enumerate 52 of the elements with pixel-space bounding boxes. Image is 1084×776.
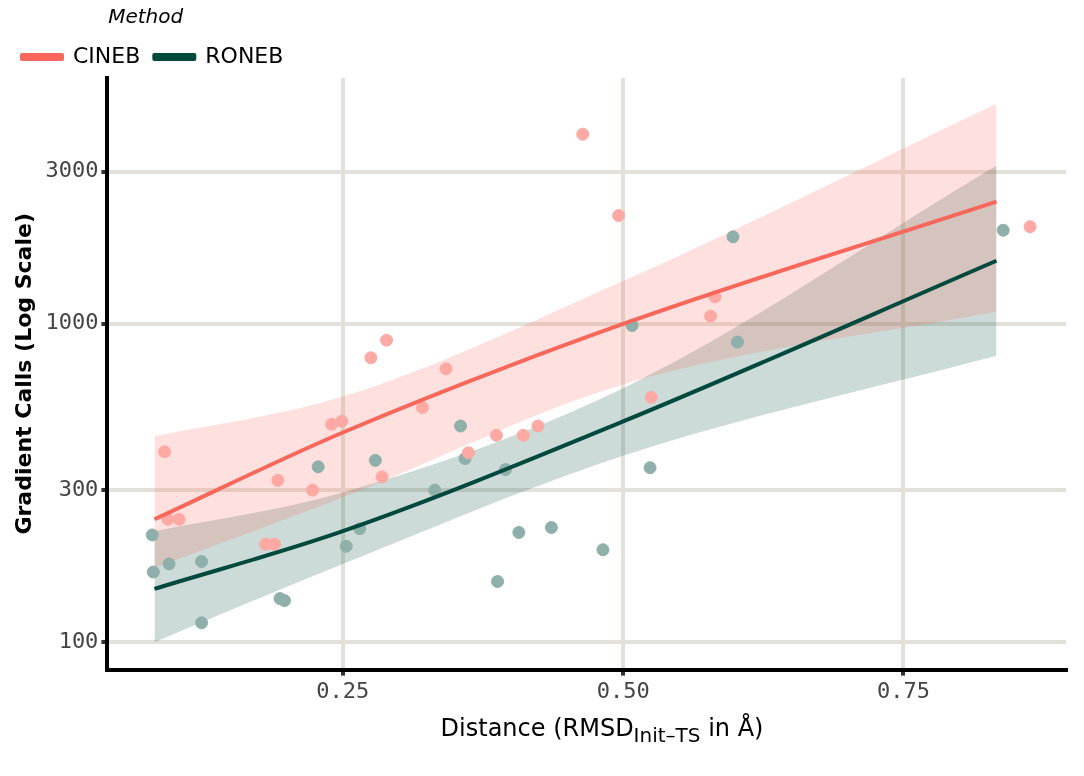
line-series [152, 258, 999, 591]
point [596, 543, 610, 557]
point [428, 483, 442, 497]
point [461, 446, 475, 460]
legend-label: RONEB [205, 42, 284, 68]
point [491, 575, 505, 589]
point [162, 557, 176, 571]
point [172, 512, 186, 526]
point [380, 333, 394, 347]
point [195, 555, 209, 569]
point [339, 539, 353, 553]
point [271, 473, 285, 487]
point [335, 414, 349, 428]
x-axis-title: Distance (RMSD$_{Init–TS}$ in Å) [439, 714, 765, 747]
point [439, 362, 453, 376]
point [516, 428, 530, 442]
point [278, 594, 292, 608]
point [531, 419, 545, 433]
point [512, 525, 526, 539]
point [415, 401, 429, 415]
point [644, 390, 658, 404]
line-series [152, 199, 999, 522]
legend-label: CINEB [73, 42, 141, 68]
point [996, 223, 1010, 237]
point [576, 127, 590, 141]
point [145, 528, 159, 542]
x-tick-label: 0.50 [596, 677, 650, 703]
point [158, 445, 172, 459]
point [489, 428, 503, 442]
point [311, 460, 325, 474]
point [375, 470, 389, 484]
y-tick-label: 300 [58, 475, 99, 501]
point [146, 565, 160, 579]
point [368, 453, 382, 467]
point [704, 309, 718, 323]
point [195, 616, 209, 630]
x-tick-label: 0.25 [316, 677, 370, 703]
y-axis-title: Gradient Calls (Log Scale) [10, 213, 36, 535]
point [643, 461, 657, 475]
point [544, 521, 558, 535]
point [612, 209, 626, 222]
point [454, 419, 468, 433]
x-tick-label: 0.75 [876, 677, 930, 703]
point [1023, 220, 1037, 234]
legend-title: Method [108, 4, 184, 29]
y-tick-label: 3000 [45, 157, 99, 183]
y-tick-label: 100 [58, 627, 99, 653]
point [364, 351, 378, 365]
y-tick-label: 1000 [45, 309, 99, 335]
point [306, 483, 320, 497]
point [730, 335, 744, 349]
point [726, 230, 740, 244]
